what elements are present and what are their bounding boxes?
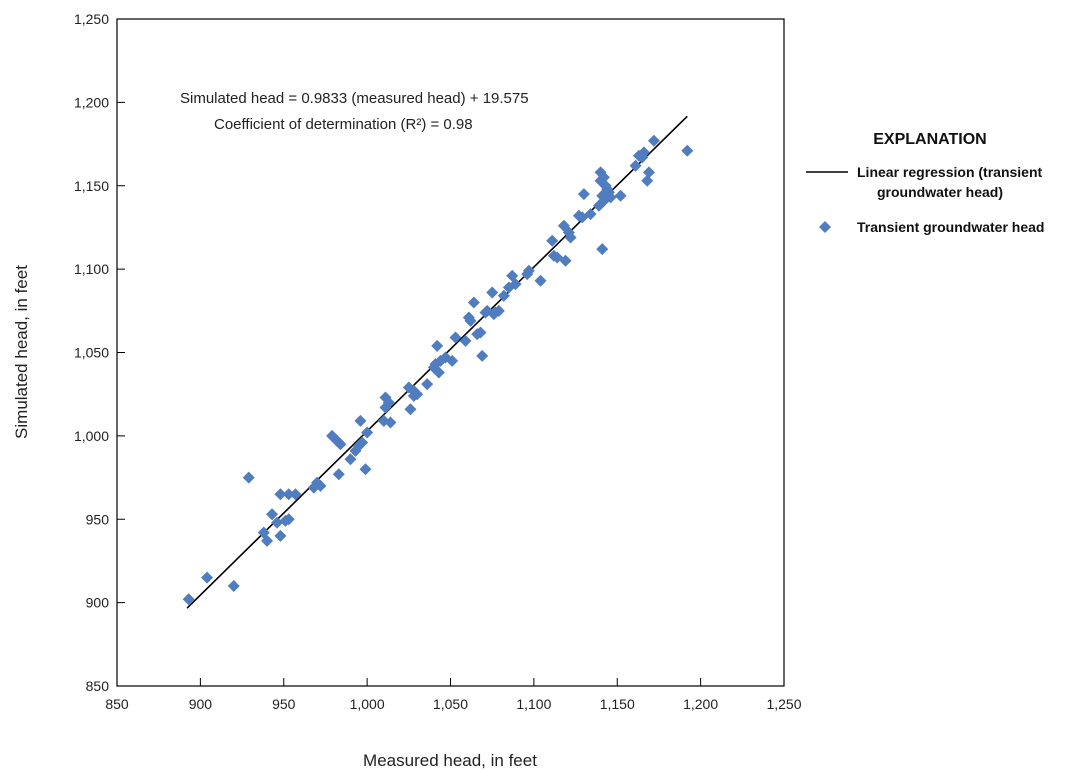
data-point — [404, 403, 417, 416]
data-point — [432, 366, 445, 379]
data-point — [384, 416, 397, 429]
y-axis-title: Simulated head, in feet — [12, 265, 31, 439]
y-tick-label: 950 — [86, 511, 110, 527]
data-point — [332, 468, 345, 481]
data-point — [559, 254, 572, 267]
data-point — [604, 191, 617, 204]
y-axis: 850 900 950 1,000 1,050 1,100 1,150 1,200 1,250 — [74, 11, 125, 694]
data-point — [227, 579, 240, 592]
legend-line-label-2: groundwater head) — [877, 184, 1003, 200]
legend-line-label-1: Linear regression (transient — [857, 164, 1043, 180]
data-point — [486, 286, 499, 299]
data-point — [431, 339, 444, 352]
y-tick-label: 900 — [86, 595, 110, 611]
data-point — [681, 144, 694, 157]
data-point — [182, 593, 195, 606]
x-tick-label: 1,050 — [433, 696, 468, 712]
data-point — [344, 453, 357, 466]
x-tick-label: 1,150 — [600, 696, 635, 712]
x-tick-label: 1,100 — [516, 696, 551, 712]
data-point — [564, 231, 577, 244]
data-point — [421, 378, 434, 391]
data-point — [361, 426, 374, 439]
data-point — [637, 146, 650, 159]
data-point — [359, 463, 372, 476]
data-point — [354, 414, 367, 427]
x-tick-label: 850 — [105, 696, 129, 712]
data-point — [282, 513, 295, 526]
data-point — [629, 159, 642, 172]
data-point — [271, 516, 284, 529]
legend: EXPLANATION Linear regression (transient… — [806, 131, 1044, 235]
y-tick-label: 1,150 — [74, 178, 109, 194]
coefficient-of-determination: Coefficient of determination (R²) = 0.98 — [214, 116, 473, 133]
data-point — [274, 529, 287, 542]
x-tick-label: 1,200 — [683, 696, 718, 712]
data-point — [382, 396, 395, 409]
data-point — [201, 571, 214, 584]
data-point — [584, 208, 597, 221]
legend-title: EXPLANATION — [873, 131, 986, 148]
data-point — [497, 289, 510, 302]
data-point — [522, 264, 535, 277]
legend-diamond-marker — [819, 221, 831, 233]
data-point — [464, 314, 477, 327]
data-point — [334, 438, 347, 451]
data-points — [182, 134, 694, 606]
data-point — [641, 174, 654, 187]
x-axis: 850 900 950 1,000 1,050 1,100 1,150 1,200 1,250 — [105, 678, 802, 712]
data-point — [467, 296, 480, 309]
data-point — [647, 134, 660, 147]
data-point — [446, 354, 459, 367]
y-tick-label: 1,100 — [74, 261, 109, 277]
data-point — [546, 234, 559, 247]
data-point — [596, 243, 609, 256]
data-point — [509, 278, 522, 291]
y-tick-label: 1,250 — [74, 11, 109, 27]
x-tick-label: 900 — [189, 696, 213, 712]
data-point — [282, 488, 295, 501]
x-tick-label: 1,250 — [766, 696, 801, 712]
data-point — [261, 534, 274, 547]
y-tick-label: 850 — [86, 678, 110, 694]
x-tick-label: 950 — [272, 696, 296, 712]
legend-points-label: Transient groundwater head — [857, 219, 1044, 235]
y-tick-label: 1,000 — [74, 428, 109, 444]
data-point — [492, 304, 505, 317]
data-point — [289, 488, 302, 501]
data-point — [242, 471, 255, 484]
data-point — [314, 479, 327, 492]
y-tick-label: 1,200 — [74, 94, 109, 110]
data-point — [614, 189, 627, 202]
data-point — [274, 488, 287, 501]
data-point — [577, 188, 590, 201]
data-point — [449, 331, 462, 344]
data-point — [476, 349, 489, 362]
data-point — [642, 166, 655, 179]
regression-equation: Simulated head = 0.9833 (measured head) … — [180, 90, 529, 107]
data-point — [266, 508, 279, 521]
data-point — [411, 388, 424, 401]
data-point — [597, 171, 610, 184]
x-tick-label: 1,000 — [350, 696, 385, 712]
data-point — [474, 326, 487, 339]
y-tick-label: 1,050 — [74, 345, 109, 361]
x-axis-title: Measured head, in feet — [363, 751, 537, 770]
data-point — [356, 436, 369, 449]
data-point — [534, 274, 547, 287]
data-point — [459, 334, 472, 347]
